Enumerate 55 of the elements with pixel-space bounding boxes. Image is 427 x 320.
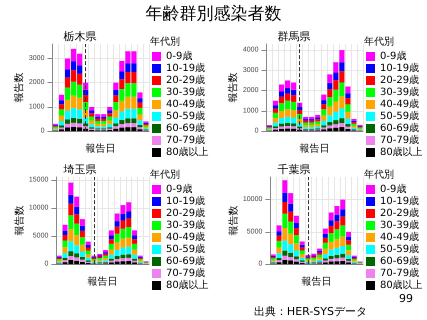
legend-label: 0-9歳	[380, 183, 406, 195]
y-axis-title: 報告数	[228, 206, 240, 236]
legend-label: 30-39歳	[380, 86, 420, 98]
legend-title: 年代別	[364, 36, 394, 48]
legend-title: 年代別	[150, 36, 180, 48]
chart-title: 栃木県	[64, 30, 96, 43]
legend-label: 70-79歳	[380, 134, 420, 146]
y-axis-title: 報告数	[226, 72, 239, 103]
legend-label: 80歳以上	[166, 146, 209, 158]
chart-title: 群馬県	[278, 30, 310, 43]
legend-label: 40-49歳	[166, 231, 206, 243]
legend-label: 50-59歳	[380, 110, 420, 122]
x-axis-title: 報告日	[302, 276, 332, 288]
legend-label: 50-59歳	[166, 110, 206, 122]
x-axis-title: 報告日	[86, 142, 116, 154]
y-axis-title: 報告数	[14, 206, 26, 236]
legend-label: 20-29歳	[166, 207, 206, 219]
legend-label: 50-59歳	[380, 243, 420, 255]
chart-title: 千葉県	[278, 163, 310, 176]
legend-label: 0-9歳	[166, 183, 192, 195]
legend-label: 20-29歳	[380, 74, 420, 86]
legend-label: 20-29歳	[166, 74, 206, 86]
x-axis-title: 報告日	[300, 142, 330, 154]
legend-label: 50-59歳	[166, 243, 206, 255]
legend-label: 80歳以上	[380, 279, 423, 291]
legend-label: 40-49歳	[380, 98, 420, 110]
legend-label: 30-39歳	[380, 219, 420, 231]
legend-label: 60-69歳	[166, 255, 206, 267]
text: 年齢群別感染者数	[144, 3, 282, 25]
legend-title: 年代別	[150, 168, 180, 180]
legend-label: 70-79歳	[166, 267, 206, 279]
text: 99	[399, 292, 413, 305]
legend-label: 60-69歳	[380, 122, 420, 134]
y-axis-title: 報告数	[12, 72, 25, 103]
chart-title: 埼玉県	[62, 163, 96, 176]
legend-label: 10-19歳	[380, 195, 420, 207]
legend-label: 10-19歳	[166, 62, 206, 74]
legend-label: 80歳以上	[166, 279, 209, 291]
legend-label: 10-19歳	[380, 62, 420, 74]
legend-label: 30-39歳	[166, 86, 206, 98]
legend-title: 年代別	[364, 168, 394, 180]
legend-label: 0-9歳	[380, 50, 406, 62]
legend-label: 10-19歳	[166, 195, 206, 207]
legend-label: 70-79歳	[380, 267, 420, 279]
legend-label: 60-69歳	[380, 255, 420, 267]
legend-label: 70-79歳	[166, 134, 206, 146]
legend-label: 40-49歳	[380, 231, 420, 243]
legend-label: 40-49歳	[166, 98, 206, 110]
legend-label: 20-29歳	[380, 207, 420, 219]
legend-label: 30-39歳	[166, 219, 206, 231]
legend-label: 0-9歳	[166, 50, 192, 62]
source-note: 出典：HER-SYSデータ	[254, 304, 367, 319]
legend-label: 60-69歳	[166, 122, 206, 134]
legend-label: 80歳以上	[380, 146, 423, 158]
x-axis-title: 報告日	[88, 276, 118, 288]
